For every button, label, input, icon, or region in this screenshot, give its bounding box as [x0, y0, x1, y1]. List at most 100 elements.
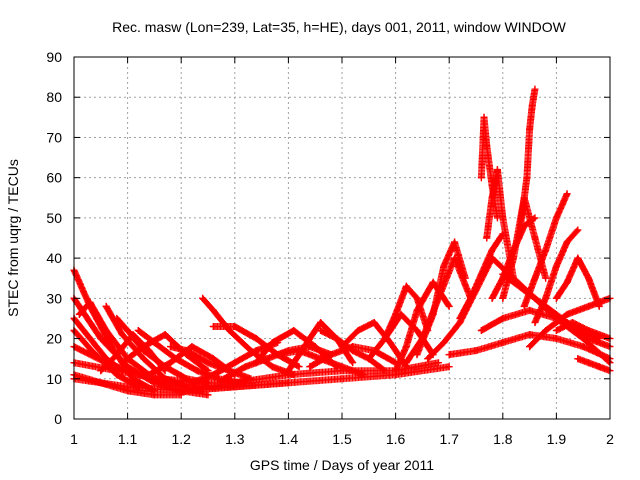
data-point	[231, 379, 239, 387]
data-point	[585, 274, 593, 282]
series-arc31	[413, 238, 469, 359]
data-point	[499, 274, 507, 282]
data-point	[542, 302, 550, 310]
data-point	[183, 375, 191, 383]
x-tick-label: 1.9	[547, 431, 567, 447]
chart-title: Rec. masw (Lon=239, Lat=35, h=HE), days …	[112, 19, 567, 35]
data-point	[124, 327, 132, 335]
data-point	[231, 359, 239, 367]
data-point	[295, 363, 303, 371]
x-tick-label: 1	[70, 431, 78, 447]
x-tick-label: 2	[606, 431, 614, 447]
series-arc38	[531, 226, 582, 326]
data-point	[102, 355, 110, 363]
data-point	[252, 347, 260, 355]
data-point	[199, 294, 207, 302]
data-point	[585, 302, 593, 310]
data-point	[413, 306, 421, 314]
data-point	[499, 314, 507, 322]
data-point	[467, 294, 475, 302]
data-point	[338, 367, 346, 375]
data-point	[113, 314, 121, 322]
data-point	[166, 343, 174, 351]
x-tick-label: 1.1	[118, 431, 138, 447]
data-point	[456, 314, 464, 322]
data-point	[445, 302, 453, 310]
data-point	[477, 174, 485, 182]
data-point	[531, 234, 539, 242]
data-point	[220, 375, 228, 383]
data-point	[445, 351, 453, 359]
data-point	[493, 166, 501, 174]
series-arc45	[552, 318, 614, 343]
data-point	[574, 254, 582, 262]
data-point	[300, 343, 308, 351]
data-point	[124, 387, 132, 395]
data-point	[209, 371, 217, 379]
data-point	[284, 379, 292, 387]
data-point	[402, 282, 410, 290]
data-point	[402, 359, 410, 367]
data-point	[145, 371, 153, 379]
data-point	[579, 335, 587, 343]
data-point	[338, 375, 346, 383]
data-point	[477, 327, 485, 335]
data-point	[531, 318, 539, 326]
data-point	[552, 327, 560, 335]
axis-ticks: 1 1.1 1.2 1.3 1.4 1.5 1.6 1.7 1.8 1.9 201020304050…	[46, 49, 614, 447]
data-point	[183, 347, 191, 355]
data-point	[563, 190, 571, 198]
data-point	[488, 294, 496, 302]
x-tick-label: 1.7	[439, 431, 459, 447]
data-point	[510, 246, 518, 254]
x-tick-label: 1.6	[386, 431, 406, 447]
data-point	[520, 222, 528, 230]
data-point	[166, 359, 174, 367]
data-point	[552, 294, 560, 302]
data-point	[585, 359, 593, 367]
data-point	[327, 351, 335, 359]
data-point	[317, 318, 325, 326]
y-tick-label: 0	[54, 411, 62, 427]
data-point	[392, 367, 400, 375]
data-point	[531, 214, 539, 222]
data-point	[284, 371, 292, 379]
data-point	[579, 343, 587, 351]
data-point	[140, 343, 148, 351]
data-point	[252, 335, 260, 343]
data-point	[429, 310, 437, 318]
data-point	[402, 343, 410, 351]
data-point	[102, 302, 110, 310]
data-point	[461, 274, 469, 282]
data-point	[188, 379, 196, 387]
data-point	[568, 318, 576, 326]
y-tick-label: 80	[46, 89, 62, 105]
data-point	[483, 141, 491, 149]
data-point	[563, 238, 571, 246]
y-tick-label: 30	[46, 290, 62, 306]
data-point	[574, 226, 582, 234]
data-point	[526, 331, 534, 339]
data-point	[209, 306, 217, 314]
data-point	[204, 359, 212, 367]
data-point	[75, 310, 83, 318]
data-point	[424, 355, 432, 363]
data-point	[386, 339, 394, 347]
data-point	[440, 262, 448, 270]
data-point	[552, 262, 560, 270]
data-point	[140, 355, 148, 363]
x-tick-label: 1.8	[493, 431, 513, 447]
x-tick-label: 1.4	[279, 431, 299, 447]
y-tick-label: 70	[46, 129, 62, 145]
series-arc26	[338, 318, 410, 371]
data-point	[434, 359, 442, 367]
data-point	[413, 294, 421, 302]
data-point	[118, 331, 126, 339]
data-point	[209, 355, 217, 363]
series-arc47	[456, 230, 507, 322]
data-point	[150, 339, 158, 347]
data-point	[520, 286, 528, 294]
data-point	[531, 274, 539, 282]
data-point	[150, 391, 158, 399]
